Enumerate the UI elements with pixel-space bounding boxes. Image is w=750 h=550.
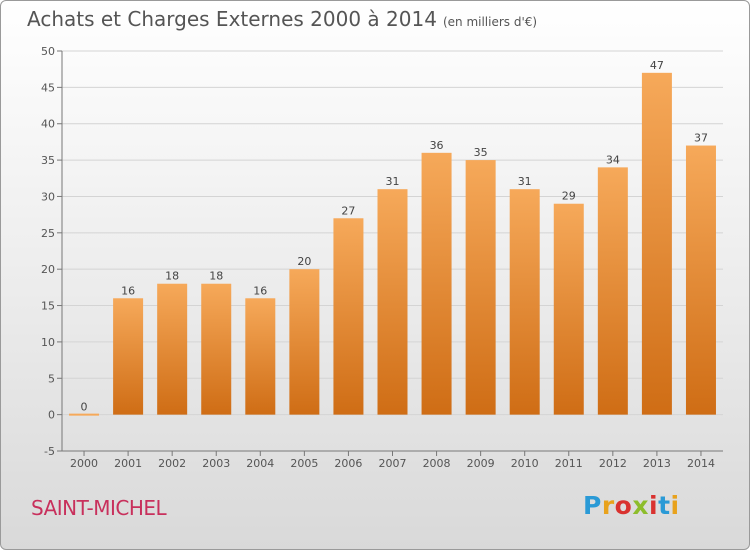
bar-2006 [333, 218, 364, 415]
x-tick-label-2007: 2007 [379, 457, 407, 470]
data-label-2000: 0 [81, 401, 88, 414]
y-tick-label: 45 [41, 81, 55, 94]
chart-title-block: Achats et Charges Externes 2000 à 2014 (e… [27, 7, 537, 31]
city-name: SAINT-MICHEL [31, 496, 167, 520]
chart-unit: (en milliers d'€) [442, 15, 538, 29]
bar-2014 [685, 145, 716, 415]
y-tick-label: 20 [41, 263, 55, 276]
data-label-2003: 18 [209, 270, 223, 283]
y-tick-label: 40 [41, 118, 55, 131]
x-tick-label-2001: 2001 [114, 457, 142, 470]
bar-2005 [289, 269, 320, 415]
x-tick-label-2013: 2013 [643, 457, 671, 470]
bar-2001 [113, 298, 144, 415]
y-tick-label: 30 [41, 190, 55, 203]
data-label-2005: 20 [297, 255, 311, 268]
chart-title: Achats et Charges Externes 2000 à 2014 [27, 7, 437, 31]
x-tick-label-2012: 2012 [599, 457, 627, 470]
data-label-2008: 36 [430, 139, 444, 152]
bar-2000 [69, 413, 100, 416]
x-tick-label-2010: 2010 [511, 457, 539, 470]
data-label-2009: 35 [474, 146, 488, 159]
proxiti-logo: Proxiti [583, 491, 680, 520]
y-tick-label: 50 [41, 45, 55, 58]
y-tick-label: -5 [44, 445, 55, 458]
y-tick-label: 0 [48, 409, 55, 422]
x-tick-label-2006: 2006 [334, 457, 362, 470]
y-tick-label: 25 [41, 227, 55, 240]
data-label-2006: 27 [341, 204, 355, 217]
y-tick-label: 35 [41, 154, 55, 167]
x-tick-label-2011: 2011 [555, 457, 583, 470]
bar-2009 [465, 160, 496, 415]
data-label-2004: 16 [253, 284, 267, 297]
bar-2002 [157, 283, 188, 415]
x-tick-label-2014: 2014 [687, 457, 715, 470]
data-label-2012: 34 [606, 153, 620, 166]
y-tick-label: 5 [48, 372, 55, 385]
y-tick-label: 10 [41, 336, 55, 349]
data-label-2001: 16 [121, 284, 135, 297]
bar-2012 [597, 167, 628, 415]
x-tick-label-2003: 2003 [202, 457, 230, 470]
x-tick-label-2009: 2009 [467, 457, 495, 470]
bar-2008 [421, 152, 452, 415]
x-tick-label-2000: 2000 [70, 457, 98, 470]
data-label-2013: 47 [650, 59, 664, 72]
bar-2007 [377, 189, 408, 415]
data-label-2010: 31 [518, 175, 532, 188]
bar-2004 [245, 298, 276, 415]
bar-2003 [201, 283, 232, 415]
bar-2010 [509, 189, 540, 415]
bar-2011 [553, 203, 584, 415]
bar-2013 [641, 72, 672, 415]
y-tick-label: 15 [41, 300, 55, 313]
x-tick-label-2008: 2008 [423, 457, 451, 470]
data-label-2011: 29 [562, 190, 576, 203]
x-tick-label-2002: 2002 [158, 457, 186, 470]
x-tick-label-2005: 2005 [290, 457, 318, 470]
data-label-2007: 31 [386, 175, 400, 188]
x-tick-label-2004: 2004 [246, 457, 274, 470]
data-label-2002: 18 [165, 270, 179, 283]
data-label-2014: 37 [694, 132, 708, 145]
